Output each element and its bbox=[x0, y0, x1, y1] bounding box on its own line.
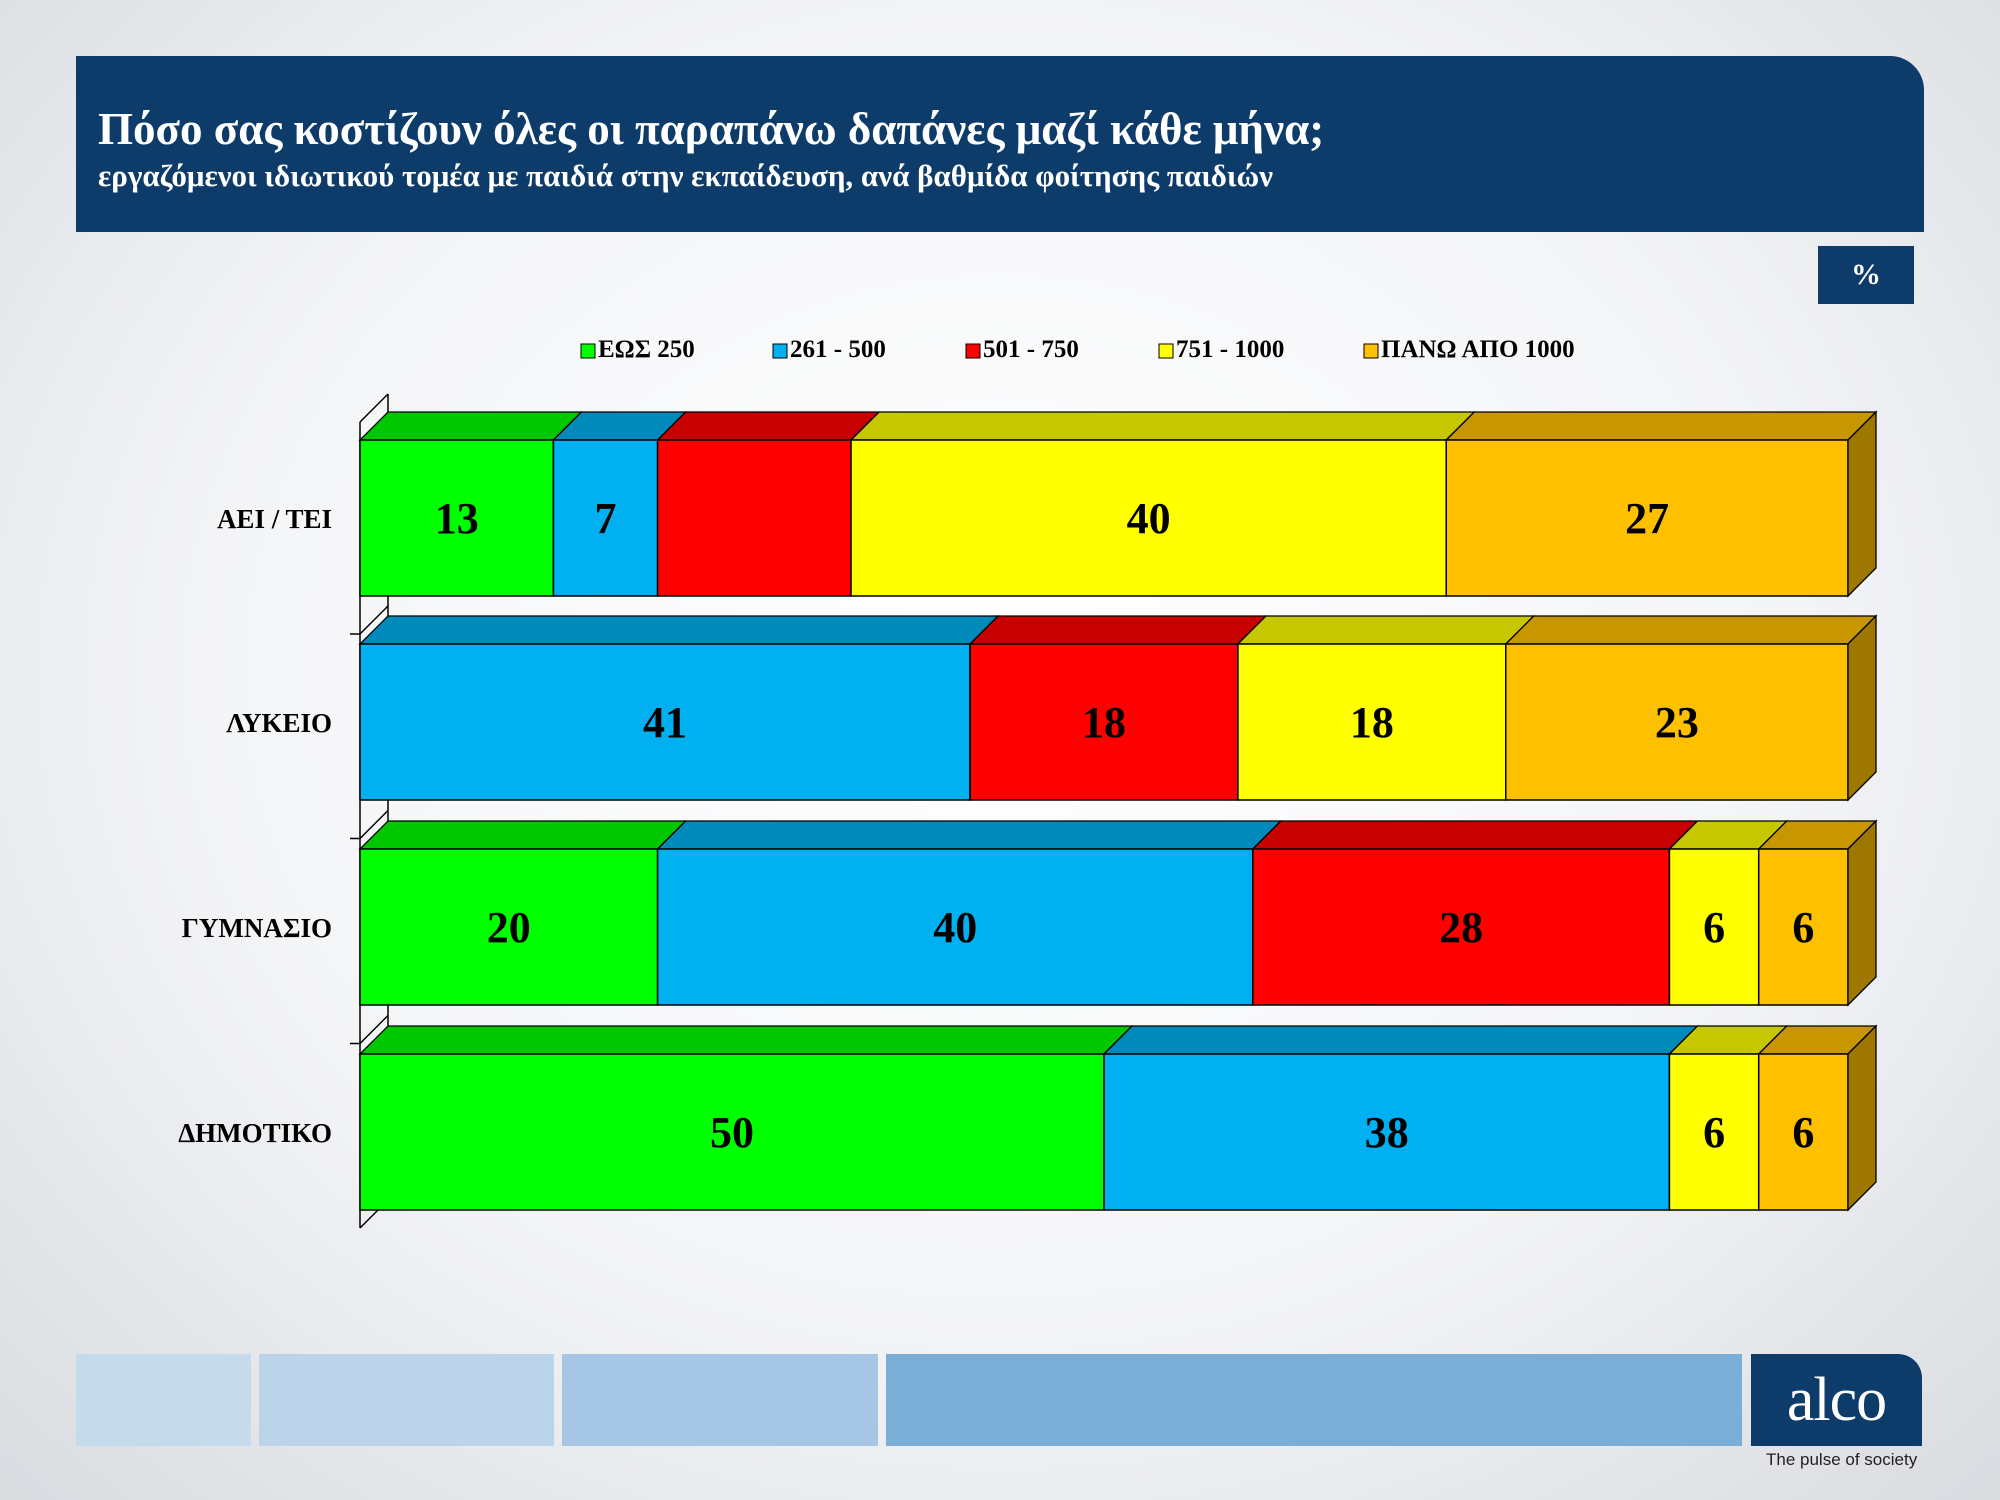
bar-row: 50 38 6 6 bbox=[358, 1024, 1878, 1212]
legend-swatch bbox=[580, 343, 596, 359]
bar-segment bbox=[1445, 439, 1849, 597]
bar-segment-top bbox=[1102, 1025, 1700, 1055]
value-label: 6 bbox=[1792, 1108, 1814, 1157]
bar-segment bbox=[359, 643, 971, 801]
legend-item: 501 - 750 bbox=[965, 336, 1079, 363]
bar-segment bbox=[1757, 1053, 1849, 1211]
bar-segment bbox=[552, 439, 659, 597]
bar-segment bbox=[850, 439, 1447, 597]
value-label: 13 bbox=[435, 494, 479, 543]
bar-segment bbox=[1237, 643, 1507, 801]
footer-band-1 bbox=[76, 1354, 251, 1446]
legend-swatch bbox=[1363, 343, 1379, 359]
bar-segment bbox=[1668, 1053, 1760, 1211]
bar-side-face bbox=[1847, 614, 1877, 802]
value-label: 6 bbox=[1792, 903, 1814, 952]
unit-badge: % bbox=[1818, 246, 1914, 304]
category-label: ΓΥΜΝΑΣΙΟ bbox=[182, 913, 332, 943]
chart-title: Πόσο σας κοστίζουν όλες οι παραπάνω δαπά… bbox=[98, 104, 1325, 154]
value-label: 50 bbox=[710, 1108, 754, 1157]
footer-band-2 bbox=[259, 1354, 554, 1446]
legend-swatch bbox=[965, 343, 981, 359]
legend-swatch bbox=[772, 343, 788, 359]
value-label: 20 bbox=[487, 903, 531, 952]
value-label: 41 bbox=[643, 698, 687, 747]
legend-label: ΠΑΝΩ ΑΠΟ 1000 bbox=[1381, 336, 1575, 363]
value-label: 38 bbox=[1365, 1108, 1409, 1157]
bar-segment-top bbox=[1251, 820, 1700, 850]
legend-item: ΕΩΣ 250 bbox=[580, 336, 695, 363]
value-label: 40 bbox=[933, 903, 977, 952]
legend-item: ΠΑΝΩ ΑΠΟ 1000 bbox=[1363, 336, 1575, 363]
category-label: ΑΕΙ / ΤΕΙ bbox=[217, 504, 332, 534]
bar-row: 20 40 28 6 6 bbox=[358, 819, 1878, 1007]
bar-segment bbox=[1505, 643, 1849, 801]
legend-label: 751 - 1000 bbox=[1176, 336, 1284, 363]
category-label: ΔΗΜΟΤΙΚΟ bbox=[178, 1118, 332, 1148]
logo-tagline: The pulse of society bbox=[1766, 1450, 1918, 1469]
legend-item: 261 - 500 bbox=[772, 336, 886, 363]
bar-side-face bbox=[1847, 1024, 1877, 1212]
legend-swatch bbox=[1158, 343, 1174, 359]
title-band: Πόσο σας κοστίζουν όλες οι παραπάνω δαπά… bbox=[76, 56, 1924, 232]
value-label: 18 bbox=[1350, 698, 1394, 747]
value-label: 27 bbox=[1625, 494, 1669, 543]
bar-segment bbox=[1757, 848, 1849, 1006]
bar-segment-top bbox=[849, 411, 1476, 441]
bar-segment-top bbox=[358, 1025, 1134, 1055]
bar-row: 13 7 40 27 bbox=[358, 410, 1878, 598]
bar-side-face bbox=[1847, 819, 1877, 1007]
bar-segment bbox=[969, 643, 1239, 801]
bar-row: 41 18 18 23 bbox=[358, 614, 1878, 802]
category-label: ΛΥΚΕΙΟ bbox=[226, 708, 332, 738]
bar-segment-top bbox=[358, 820, 688, 850]
bar-segment-top bbox=[1236, 615, 1536, 645]
axis-tick-diag bbox=[359, 1014, 389, 1045]
bar-side-face bbox=[1847, 410, 1877, 598]
value-label: 7 bbox=[595, 494, 617, 543]
value-label: 28 bbox=[1439, 903, 1483, 952]
bar-segment bbox=[359, 1053, 1105, 1211]
bar-segment-top bbox=[656, 820, 1283, 850]
bar-segment bbox=[1103, 1053, 1671, 1211]
alco-logo: alco bbox=[1751, 1354, 1922, 1446]
legend-label: ΕΩΣ 250 bbox=[598, 336, 695, 363]
legend-label: 261 - 500 bbox=[790, 336, 886, 363]
bar-segment-top bbox=[358, 615, 1000, 645]
bar-segment bbox=[359, 439, 555, 597]
bar-segment-top bbox=[1444, 411, 1878, 441]
axis-top-diag bbox=[359, 393, 389, 423]
bar-segment-top bbox=[968, 615, 1268, 645]
legend-item: 751 - 1000 bbox=[1158, 336, 1284, 363]
bar-segment bbox=[656, 439, 852, 597]
value-label: 23 bbox=[1655, 698, 1699, 747]
bar-segment-top bbox=[1504, 615, 1878, 645]
value-label: 40 bbox=[1127, 494, 1171, 543]
footer-band-3 bbox=[562, 1354, 878, 1446]
value-label: 6 bbox=[1703, 1108, 1725, 1157]
bar-segment bbox=[359, 848, 659, 1006]
bar-segment-top bbox=[656, 411, 881, 441]
chart-subtitle: εργαζόμενοι ιδιωτικού τομέα με παιδιά στ… bbox=[98, 158, 1274, 193]
value-label: 18 bbox=[1082, 698, 1126, 747]
bar-segment bbox=[1668, 848, 1760, 1006]
legend-label: 501 - 750 bbox=[983, 336, 1079, 363]
axis-tick-diag bbox=[359, 809, 389, 840]
value-label: 6 bbox=[1703, 903, 1725, 952]
bar-segment-top bbox=[358, 411, 584, 441]
footer-band-4 bbox=[886, 1354, 1742, 1446]
axis-tick-diag bbox=[359, 605, 389, 635]
